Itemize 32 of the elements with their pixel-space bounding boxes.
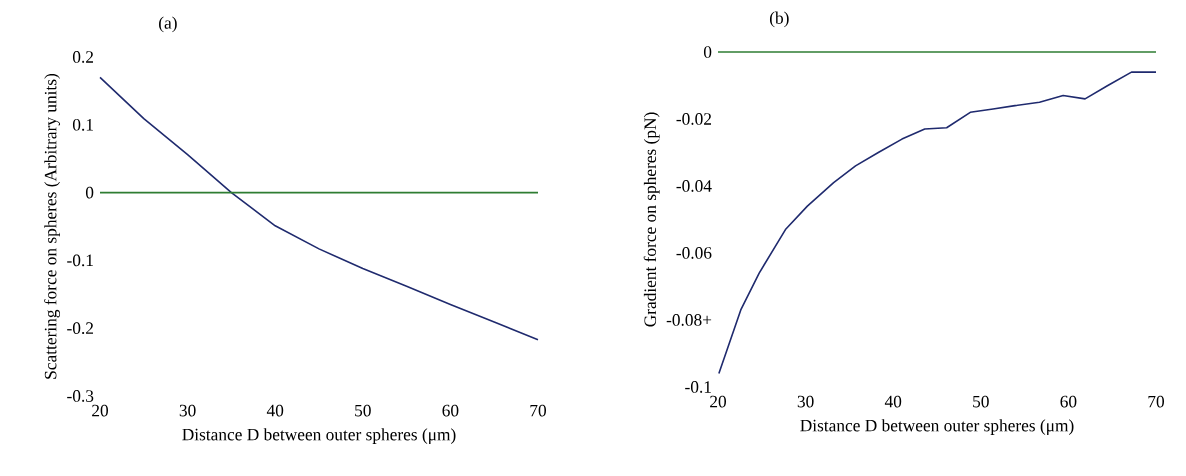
y-tick-label: 0.2	[72, 51, 94, 63]
y-tick-label: -0.02	[676, 113, 712, 125]
y-tick-label: -0.1	[685, 381, 711, 393]
y-axis-title: Gradient force on spheres (pN)	[643, 112, 660, 327]
y-tick-label: -0.08+	[666, 314, 712, 326]
x-tick-label: 70	[530, 404, 547, 417]
x-tick-label: 40	[884, 395, 902, 408]
line-series	[718, 71, 1157, 375]
x-axis-title: Distance D between outer spheres (μm)	[800, 419, 1074, 435]
y-tick-label: 0.1	[72, 118, 93, 131]
x-tick-label: 60	[442, 404, 459, 417]
x-tick-label: 50	[355, 404, 371, 417]
y-tick-label: -0.04	[676, 180, 712, 192]
y-tick-label: -0.3	[67, 390, 94, 402]
y-tick-label: 0	[85, 186, 94, 199]
y-axis-title: Scattering force on spheres (Arbitrary units)	[44, 73, 61, 379]
y-tick-label: -0.1	[67, 254, 93, 267]
x-tick-label: 60	[1060, 395, 1077, 408]
x-tick-label: 50	[973, 395, 989, 408]
chart-title: (a)	[159, 16, 177, 33]
y-tick-label: 0	[703, 46, 712, 58]
line-series	[99, 76, 539, 341]
x-tick-label: 30	[179, 404, 196, 417]
x-tick-label: 20	[92, 404, 109, 417]
y-tick-label: -0.2	[67, 322, 94, 335]
x-tick-label: 30	[797, 395, 814, 408]
chart-title: (b)	[769, 11, 789, 28]
x-tick-label: 20	[710, 395, 727, 408]
x-tick-label: 40	[266, 404, 284, 417]
y-tick-label: -0.06	[676, 247, 712, 259]
x-axis-title: Distance D between outer spheres (μm)	[182, 428, 456, 444]
x-tick-label: 70	[1148, 395, 1165, 408]
